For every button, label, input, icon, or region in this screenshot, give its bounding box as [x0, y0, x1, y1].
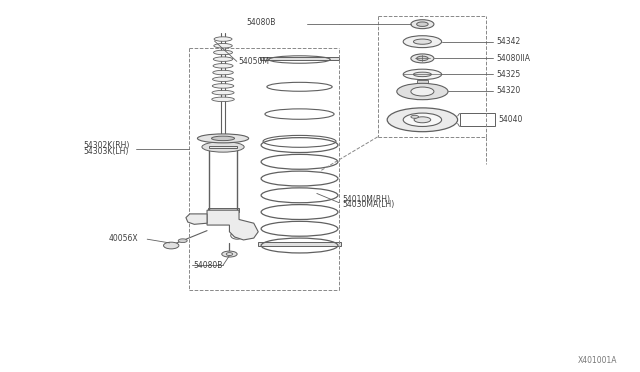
- Ellipse shape: [214, 50, 232, 55]
- Polygon shape: [207, 210, 259, 240]
- Ellipse shape: [411, 115, 419, 118]
- Ellipse shape: [411, 54, 434, 63]
- Bar: [258, 242, 341, 246]
- Ellipse shape: [387, 108, 458, 132]
- Ellipse shape: [413, 72, 431, 77]
- Ellipse shape: [212, 84, 234, 88]
- Text: 54303K(LH): 54303K(LH): [83, 147, 129, 156]
- Ellipse shape: [397, 83, 448, 100]
- Ellipse shape: [212, 77, 234, 81]
- Ellipse shape: [212, 70, 234, 75]
- Ellipse shape: [211, 136, 235, 141]
- Ellipse shape: [237, 224, 253, 234]
- Text: 54302K(RH): 54302K(RH): [83, 141, 129, 150]
- Text: 54325: 54325: [496, 70, 520, 79]
- Ellipse shape: [403, 113, 442, 126]
- Ellipse shape: [213, 64, 233, 68]
- Ellipse shape: [403, 36, 442, 48]
- Ellipse shape: [411, 87, 434, 96]
- Ellipse shape: [164, 242, 179, 249]
- Text: 54050M: 54050M: [239, 57, 269, 66]
- Text: 54010M(RH): 54010M(RH): [342, 195, 390, 203]
- Ellipse shape: [197, 134, 248, 143]
- Text: 54320: 54320: [496, 86, 520, 95]
- Ellipse shape: [202, 142, 244, 152]
- Text: 54080B: 54080B: [246, 18, 276, 27]
- Ellipse shape: [414, 117, 431, 123]
- Ellipse shape: [212, 90, 234, 95]
- Text: 54342: 54342: [496, 37, 520, 46]
- Ellipse shape: [417, 22, 428, 26]
- Bar: [207, 208, 239, 212]
- Text: X401001A: X401001A: [578, 356, 618, 365]
- Ellipse shape: [413, 39, 431, 44]
- Ellipse shape: [178, 239, 187, 243]
- Text: 54040: 54040: [498, 115, 522, 124]
- Bar: [209, 146, 237, 148]
- Text: 54080IIA: 54080IIA: [496, 54, 530, 63]
- Text: 54080B: 54080B: [193, 261, 223, 270]
- Ellipse shape: [214, 37, 232, 41]
- Ellipse shape: [403, 69, 442, 80]
- Ellipse shape: [417, 56, 428, 61]
- Ellipse shape: [234, 234, 241, 237]
- Ellipse shape: [231, 232, 244, 239]
- Ellipse shape: [213, 57, 233, 61]
- Text: 54030MA(LH): 54030MA(LH): [342, 200, 395, 209]
- Ellipse shape: [212, 97, 234, 102]
- Bar: [260, 57, 339, 60]
- Ellipse shape: [411, 20, 434, 29]
- Ellipse shape: [222, 251, 237, 257]
- Bar: [460, 113, 495, 126]
- Text: 40056X: 40056X: [109, 234, 138, 243]
- Ellipse shape: [214, 44, 232, 48]
- Bar: [417, 80, 428, 88]
- Ellipse shape: [241, 227, 249, 231]
- Polygon shape: [186, 214, 207, 224]
